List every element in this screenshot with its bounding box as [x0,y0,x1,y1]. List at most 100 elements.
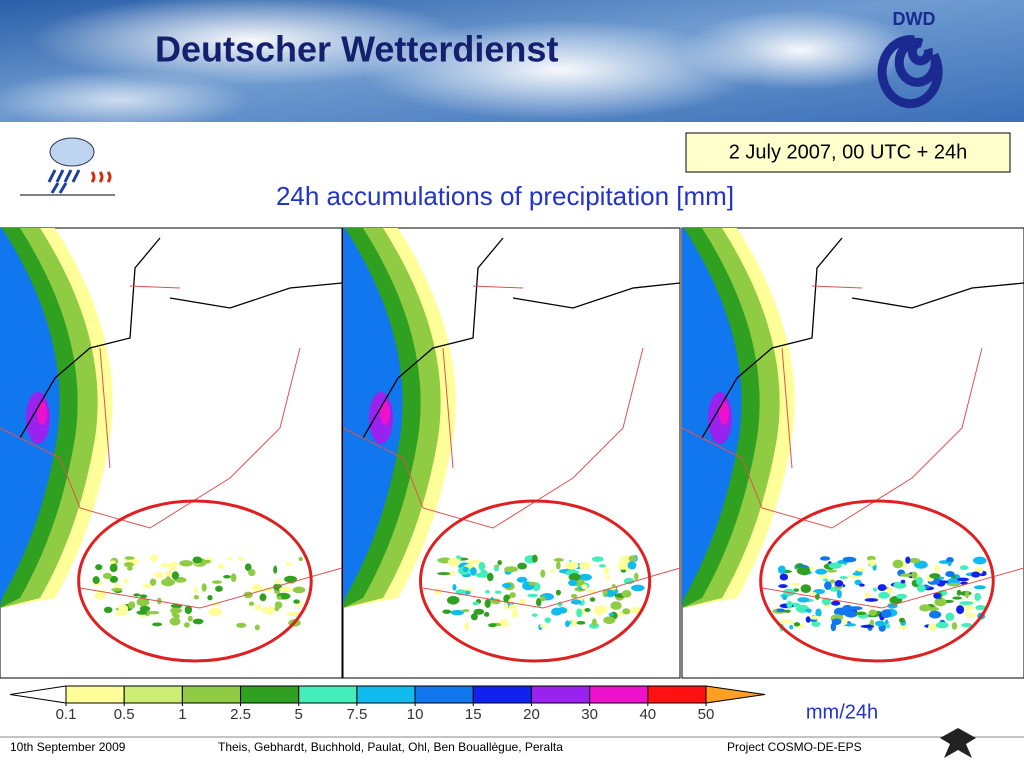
rain-cell [779,619,794,624]
rain-cell [603,616,616,625]
rain-cell [885,623,891,629]
rain-cell [817,574,829,579]
colorbar-segment [123,685,183,704]
rain-cell [508,604,517,610]
rain-cell [911,571,918,579]
rain-cell [437,572,451,576]
rain-cell [938,580,949,584]
colorbar-under [9,685,67,704]
rain-cell [273,565,278,574]
rain-cell [532,554,538,563]
rain-cell [524,556,529,562]
weather-icon [20,137,115,196]
colorbar-tick-label: 30 [581,706,598,723]
rain-cell [276,595,282,600]
rain-cell [809,615,821,620]
rain-cell [952,596,962,600]
rain-cell [192,556,203,564]
rain-cell [149,578,157,586]
rain-cell [535,598,542,607]
rain-cell [248,601,255,606]
borders [0,285,343,609]
rain-cell [631,584,645,592]
rain-cell [207,595,213,601]
colorbar-segment [647,685,707,704]
rain-cell [484,611,490,617]
highlight-ellipse [419,499,652,663]
rain-cell [815,568,828,575]
rain-cell [103,606,113,614]
rain-cell [450,609,465,616]
rain-cell [486,572,494,582]
rain-cell [933,592,941,599]
rain-cell [975,604,987,611]
rain-cell [959,565,969,571]
rain-cell [237,557,245,561]
rain-cell [813,589,826,595]
logo-text: DWD [893,9,936,29]
rain-cell [933,564,940,573]
coastline [701,237,1024,439]
rain-cell [805,616,811,623]
colorbar-tick-label: 5 [295,706,303,723]
colorbar-segment [530,685,591,704]
rain-cell [114,583,121,590]
rain-cell [827,569,838,573]
rain-cell [193,586,198,594]
rain-cell [95,564,103,571]
rain-cell [111,588,123,592]
rain-cell [564,561,579,570]
rain-cell [956,589,962,596]
rain-cell [274,579,282,585]
rain-cell [587,589,597,593]
rain-cell [896,593,908,600]
rain-cell [149,554,159,562]
rain-cell [540,595,546,602]
rain-cell [778,584,788,589]
rain-cell [211,602,221,607]
rain-cell [800,584,812,594]
rain-cell [516,576,528,583]
map-panel [342,227,681,679]
rain-cell [469,567,477,576]
rain-cell [836,589,842,599]
footer-date: 10th September 2009 [10,740,126,754]
rain-cell [973,585,986,590]
rain-cell [298,556,303,562]
colorbar-segment [589,685,649,704]
rain-cell [971,571,981,578]
rain-cell [484,599,491,608]
rain-cell [900,579,906,584]
rain-cell [591,556,604,562]
rain-cell [828,562,842,569]
rain-cell [133,593,141,597]
footer-authors: Theis, Gebhardt, Buchhold, Paulat, Ohl, … [218,740,563,754]
rain-cell [928,623,938,631]
rain-cell [848,606,863,611]
rain-cell [488,623,497,628]
rain-cell [211,580,223,584]
rain-cell [842,556,857,563]
rain-cell [866,555,876,561]
colorbar-segment [181,685,242,704]
rain-cell [908,557,921,564]
rain-cell [938,576,945,580]
colorbar-tick-label: 0.1 [56,706,77,723]
rain-cell [598,564,606,568]
rain-cell [540,569,546,578]
rain-cell [292,586,306,594]
coastline [362,237,681,439]
colorbar-tick-label: 15 [465,706,482,723]
rain-cell [501,583,512,589]
colorbar-segment [298,685,358,704]
rain-cell [539,624,547,628]
rain-cell [140,614,146,618]
rain-cell [852,571,863,576]
rain-cell [102,572,112,580]
rain-cell [874,620,885,627]
rain-cell [179,560,193,567]
rain-cell [887,586,893,595]
rain-cell [854,579,862,586]
date-text: 2 July 2007, 00 UTC + 24h [729,141,967,163]
rain-cell [919,604,931,612]
